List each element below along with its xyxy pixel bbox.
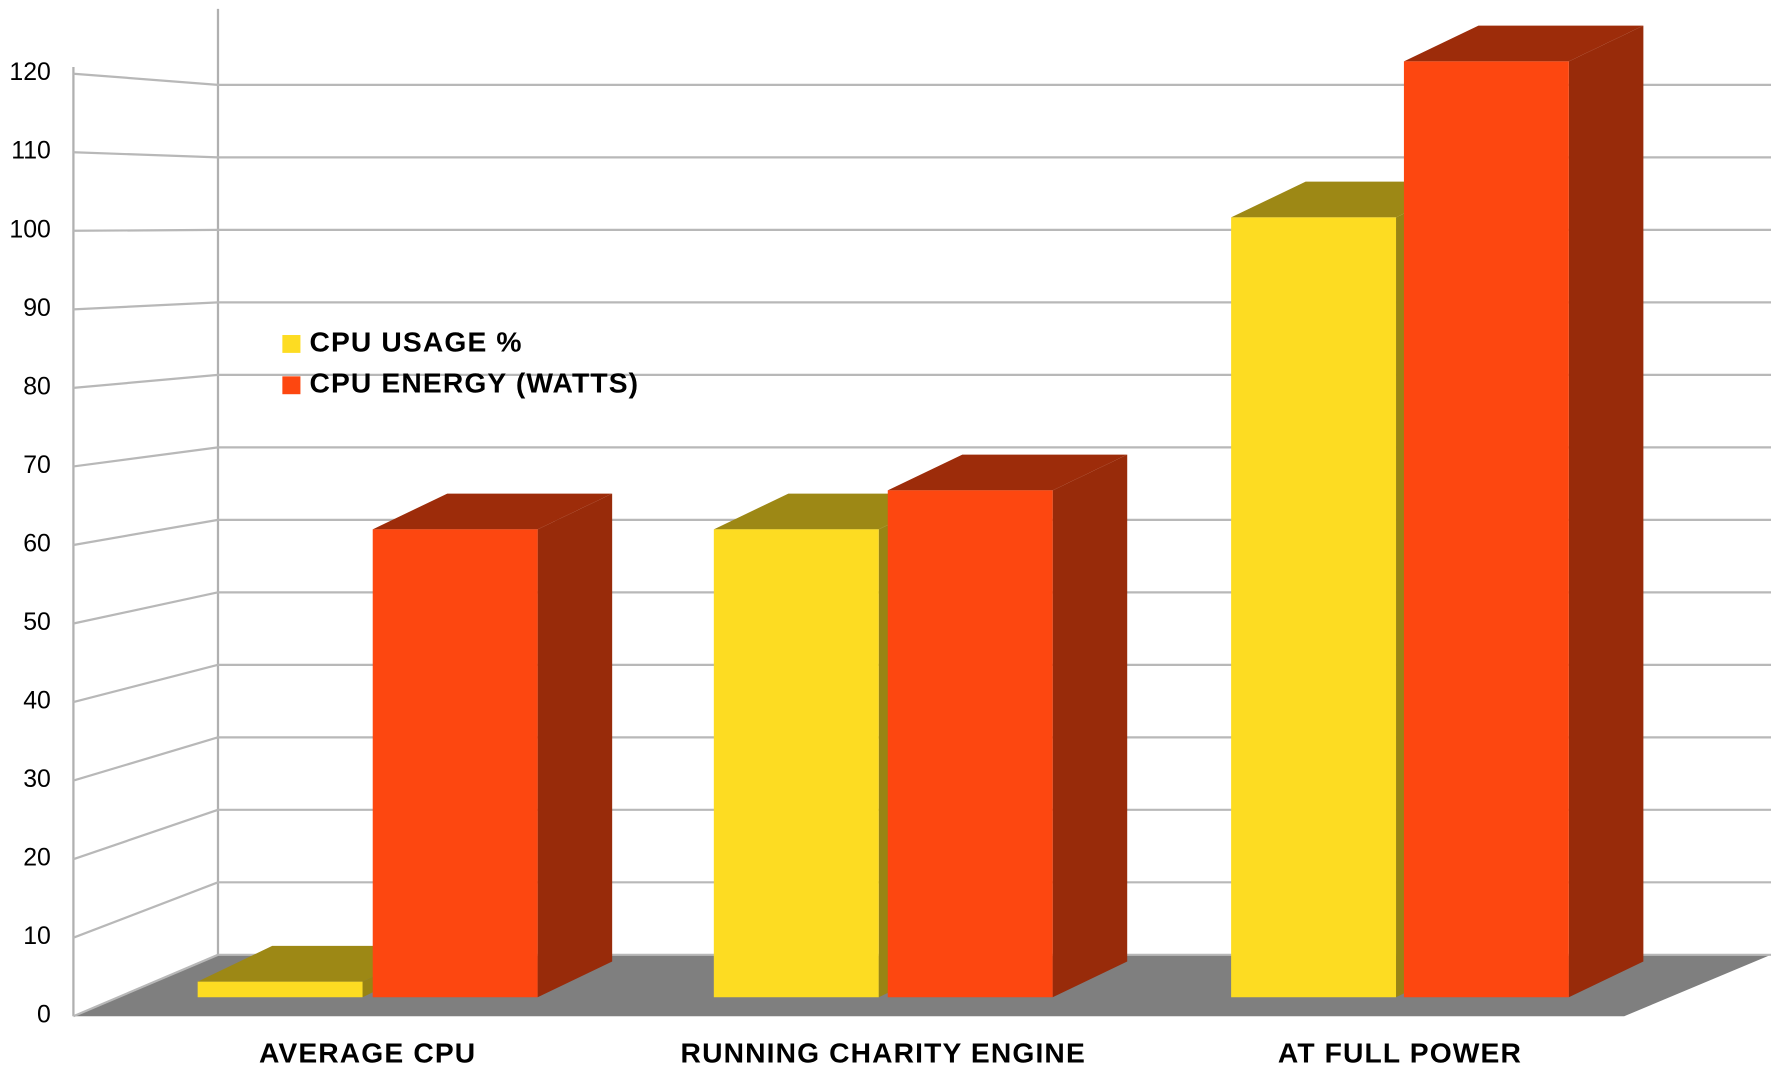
bar-top: [887, 454, 1128, 491]
grid-line-side: [73, 518, 219, 547]
legend-label: CPU ENERGY (WATTS): [309, 368, 639, 399]
y-tick-label: 70: [23, 452, 51, 479]
bar-top: [372, 493, 613, 530]
y-tick-label: 30: [23, 766, 51, 793]
grid-line-side: [73, 808, 219, 861]
bar-side: [537, 493, 613, 998]
y-tick-label: 90: [23, 295, 51, 322]
y-tick-label: 40: [23, 688, 51, 715]
grid-line-side: [73, 663, 219, 704]
grid-line-side: [73, 301, 219, 311]
y-tick-label: 60: [23, 531, 51, 558]
grid-line-side: [73, 72, 219, 86]
y-tick-label: 80: [23, 373, 51, 400]
bar: [1403, 61, 1569, 998]
y-tick-label: 20: [23, 845, 51, 872]
bar: [372, 529, 538, 998]
grid-line-side: [73, 591, 219, 625]
grid-line-side: [73, 373, 219, 389]
grid-line-side: [73, 151, 219, 159]
y-tick-label: 100: [9, 216, 50, 243]
bar-side: [1052, 454, 1128, 998]
bar-side: [1568, 25, 1644, 998]
legend-label: CPU USAGE %: [309, 326, 522, 357]
y-tick-label: 0: [37, 1002, 51, 1029]
grid-line-side: [73, 228, 218, 232]
y-tick-label: 50: [23, 609, 51, 636]
y-tick-label: 10: [23, 923, 51, 950]
legend-swatch: [282, 335, 301, 353]
grid-line-side: [73, 446, 219, 468]
bar-top: [1403, 25, 1644, 62]
bar: [1231, 217, 1397, 998]
y-tick-label: 120: [9, 59, 50, 86]
x-tick-label: AT FULL POWER: [1278, 1038, 1522, 1069]
legend-swatch: [282, 376, 301, 395]
grid-line-side: [73, 736, 219, 782]
x-tick-label: AVERAGE CPU: [259, 1038, 476, 1069]
x-tick-label: RUNNING CHARITY ENGINE: [681, 1038, 1086, 1069]
bar: [713, 529, 879, 998]
y-tick-label: 110: [11, 138, 51, 165]
grid-line-side: [73, 881, 219, 939]
grid-line-side: [72, 953, 219, 1018]
bar: [197, 981, 363, 998]
bar: [887, 490, 1053, 998]
